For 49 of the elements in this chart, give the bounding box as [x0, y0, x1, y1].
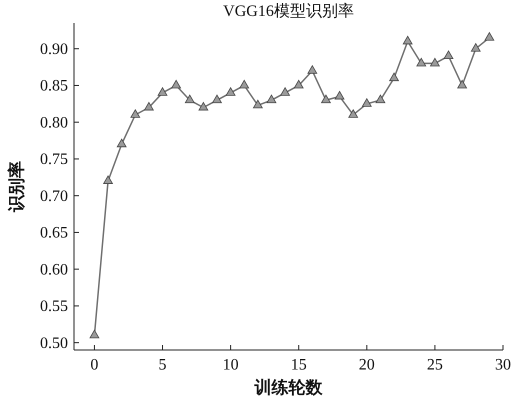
- chart-title: VGG16模型识别率: [223, 2, 354, 20]
- point: [253, 100, 263, 108]
- point: [130, 109, 140, 118]
- point: [402, 36, 412, 44]
- point: [116, 138, 126, 148]
- point: [308, 65, 318, 74]
- point: [334, 90, 344, 100]
- point: [184, 94, 195, 104]
- point: [362, 98, 372, 107]
- point: [389, 72, 399, 82]
- point: [470, 43, 481, 52]
- x-tick-label: 20: [358, 356, 375, 374]
- y-tick-label: 0.70: [40, 188, 68, 205]
- point: [158, 87, 168, 96]
- point: [348, 109, 358, 118]
- point: [294, 80, 304, 88]
- x-tick-label: 30: [495, 356, 511, 374]
- y-tick-label: 0.55: [40, 298, 68, 316]
- point: [444, 50, 454, 60]
- x-axis-title: 训练轮数: [254, 378, 324, 397]
- y-tick-label: 0.60: [40, 261, 68, 278]
- point: [198, 102, 208, 110]
- x-tick-label: 0: [90, 356, 98, 374]
- y-tick-label: 0.80: [40, 114, 68, 132]
- x-tick-label: 15: [290, 356, 307, 374]
- x-tick-label: 5: [158, 356, 167, 374]
- point: [266, 94, 276, 104]
- y-tick-label: 0.65: [40, 224, 68, 242]
- x-tick-label: 25: [426, 356, 443, 374]
- point: [280, 87, 290, 96]
- point: [430, 58, 440, 66]
- point: [416, 58, 426, 66]
- point: [484, 32, 494, 41]
- y-tick-label: 0.85: [40, 78, 68, 95]
- y-tick-label: 0.50: [40, 334, 68, 352]
- point: [226, 87, 236, 96]
- point: [376, 94, 386, 104]
- y-axis-title: 识别率: [7, 161, 26, 213]
- point: [171, 80, 181, 88]
- point: [212, 94, 222, 104]
- y-tick-label: 0.75: [40, 151, 68, 168]
- y-tick-label: 0.90: [40, 40, 68, 58]
- point: [239, 80, 250, 88]
- point: [103, 175, 113, 184]
- point: [90, 330, 100, 338]
- x-tick-label: 10: [222, 356, 239, 374]
- point: [321, 94, 331, 104]
- point: [457, 80, 467, 88]
- point: [144, 102, 154, 110]
